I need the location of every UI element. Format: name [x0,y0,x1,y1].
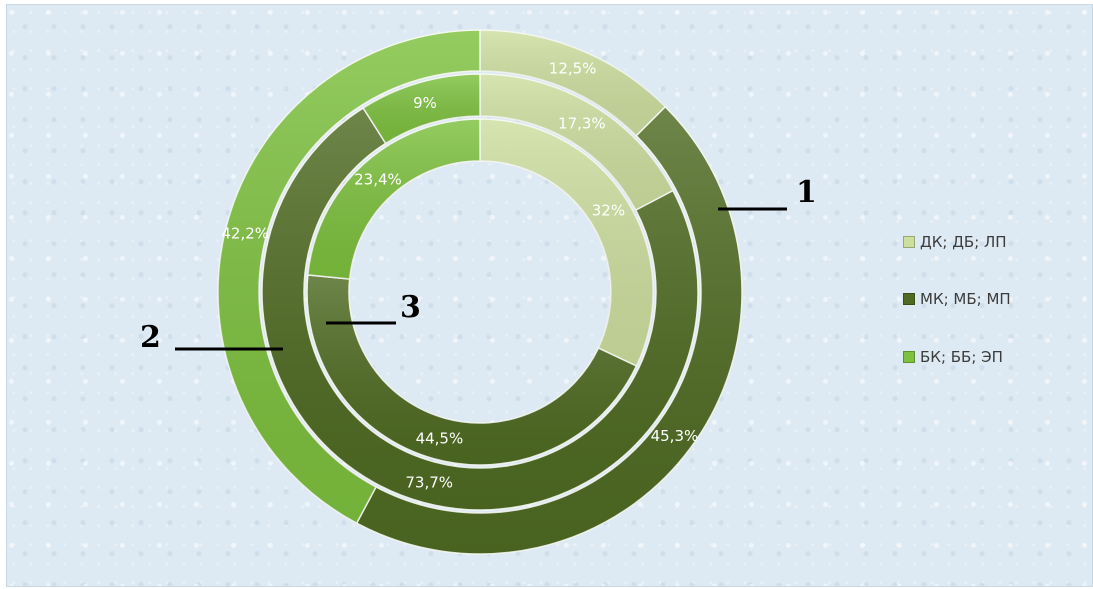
slice-shading [480,119,653,366]
slice-label: 45,3% [651,427,699,445]
slice-label: 12,5% [549,59,597,77]
slice-shading [480,30,666,136]
callout-number-3: 3 [400,290,421,325]
callout-number-2: 2 [140,320,161,355]
slice-label: 23,4% [354,170,402,188]
slice-label: 73,7% [405,473,453,491]
legend-label: ДК; ДБ; ЛП [920,233,1007,251]
slice-shading [307,274,637,465]
legend-item: БК; ББ; ЭП [903,345,1011,369]
legend-swatch [903,293,915,305]
legend-swatch [903,236,915,248]
legend-label: БК; ББ; ЭП [920,348,1003,366]
slice-label: 32% [592,202,625,220]
legend-swatch [903,351,915,363]
legend-label: МК; МБ; МП [920,290,1011,308]
legend-item: ДК; ДБ; ЛП [903,230,1011,254]
slice-shading [218,30,480,524]
slice-shading [356,106,742,554]
slice-label: 44,5% [416,429,464,447]
callout-number-1: 1 [796,175,817,210]
slice-label: 17,3% [558,114,606,132]
slice-shading [307,119,480,280]
slice-label: 42,2% [221,224,269,242]
legend-item: МК; МБ; МП [903,287,1011,311]
slice-shading [363,74,480,144]
legend: ДК; ДБ; ЛП МК; МБ; МП БК; ББ; ЭП [903,230,1011,403]
slice-shading [480,74,673,211]
slice-label: 9% [413,94,437,112]
